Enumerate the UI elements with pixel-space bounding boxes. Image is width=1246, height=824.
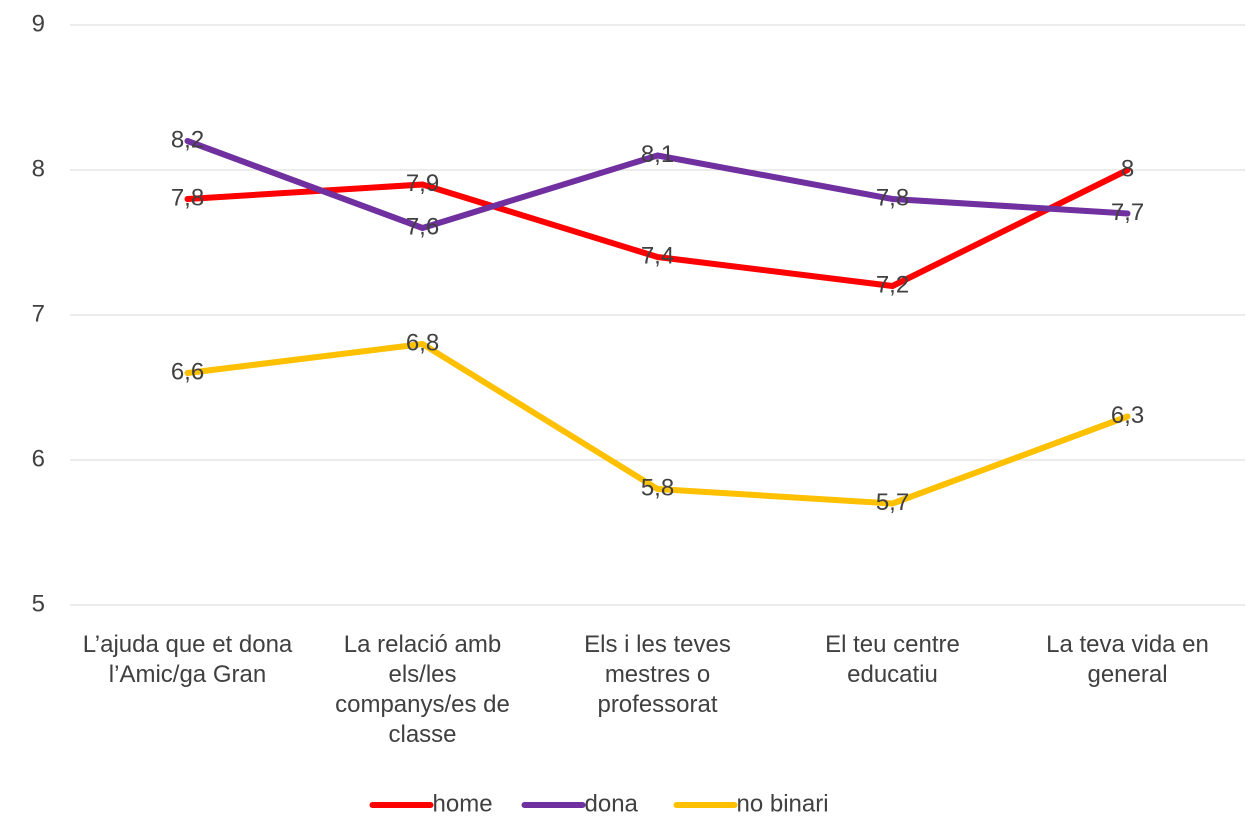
y-tick-label: 6 xyxy=(32,445,45,472)
data-label: 7,8 xyxy=(171,184,204,211)
data-label: 7,4 xyxy=(641,242,674,269)
data-label: 7,7 xyxy=(1111,199,1144,226)
data-label: 7,9 xyxy=(406,170,439,197)
x-tick-label: Els i les teves mestres o professorat xyxy=(584,631,731,718)
data-label: 6,8 xyxy=(406,329,439,356)
data-label: 7,6 xyxy=(406,213,439,240)
data-label: 5,8 xyxy=(641,474,674,501)
series-line xyxy=(184,167,1131,289)
y-tick-label: 8 xyxy=(32,155,45,182)
data-label: 5,7 xyxy=(876,489,909,516)
data-label: 8 xyxy=(1121,155,1134,182)
legend-label: no binari xyxy=(737,790,829,817)
legend-label: home xyxy=(433,790,493,817)
data-label: 6,3 xyxy=(1111,402,1144,429)
legend-label: dona xyxy=(585,790,639,817)
series-line xyxy=(184,341,1131,507)
y-tick-label: 7 xyxy=(32,300,45,327)
data-label: 6,6 xyxy=(171,358,204,385)
x-tick-label: El teu centre educatiu xyxy=(825,631,960,688)
data-label: 8,1 xyxy=(641,141,674,168)
series-line xyxy=(184,138,1131,231)
x-tick-label: L’ajuda que et dona l’Amic/ga Gran xyxy=(82,631,293,688)
data-label: 8,2 xyxy=(171,126,204,153)
data-label: 7,2 xyxy=(876,271,909,298)
data-label: 7,8 xyxy=(876,184,909,211)
x-tick-label: La teva vida en general xyxy=(1046,631,1209,688)
y-tick-label: 5 xyxy=(32,590,45,617)
x-tick-label: La relació amb els/les companys/es de cl… xyxy=(335,631,510,748)
y-tick-label: 9 xyxy=(32,10,45,37)
